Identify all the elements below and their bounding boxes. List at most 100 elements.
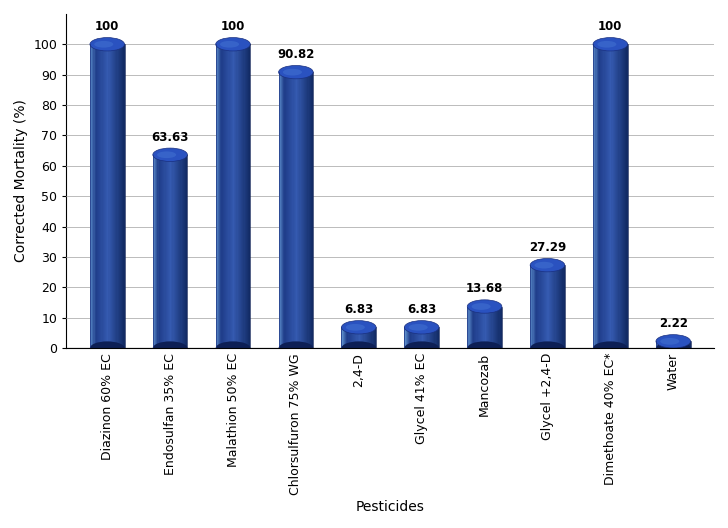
Bar [546,265,547,348]
Bar [97,44,98,348]
Bar [425,327,427,348]
Bar [672,341,673,348]
Bar [373,327,375,348]
Bar [177,155,178,348]
Bar [471,307,472,348]
Bar [123,44,124,348]
Bar [560,265,561,348]
Bar [552,265,553,348]
Bar [485,307,486,348]
Bar [673,341,674,348]
Bar [413,327,414,348]
Bar [307,72,309,348]
Bar [478,307,479,348]
Bar [540,265,542,348]
Bar [493,307,494,348]
Bar [186,155,187,348]
Bar [282,72,283,348]
Bar [479,307,480,348]
Bar [550,265,551,348]
Bar [371,327,373,348]
Bar [290,72,291,348]
Bar [404,327,405,348]
Text: 2.22: 2.22 [659,317,688,330]
Bar [554,265,555,348]
Bar [664,341,665,348]
Bar [92,44,93,348]
Bar [613,44,614,348]
Bar [470,307,471,348]
Bar [112,44,113,348]
Bar [431,327,432,348]
Bar [103,44,104,348]
Ellipse shape [598,41,617,48]
Bar [473,307,474,348]
Bar [301,72,303,348]
Bar [311,72,312,348]
Bar [663,341,664,348]
Bar [497,307,499,348]
Ellipse shape [530,259,565,272]
Bar [178,155,179,348]
Bar [104,44,105,348]
Bar [676,341,677,348]
Bar [429,327,430,348]
Bar [279,72,280,348]
Bar [185,155,186,348]
Text: 6.83: 6.83 [407,303,436,316]
Bar [689,341,691,348]
Bar [467,307,468,348]
Bar [432,327,433,348]
Bar [411,327,413,348]
Bar [486,307,487,348]
Bar [247,44,248,348]
Bar [221,44,223,348]
Bar [114,44,115,348]
Bar [418,327,419,348]
Bar [618,44,620,348]
Ellipse shape [404,320,439,334]
Bar [437,327,438,348]
Ellipse shape [153,342,187,355]
Bar [414,327,415,348]
Bar [530,265,531,348]
Bar [245,44,247,348]
Bar [658,341,660,348]
Bar [165,155,167,348]
Bar [624,44,625,348]
Bar [489,307,491,348]
Bar [98,44,99,348]
Bar [111,44,112,348]
Bar [239,44,240,348]
Bar [593,44,594,348]
Bar [153,155,154,348]
Bar [532,265,534,348]
Bar [614,44,615,348]
Bar [682,341,684,348]
Bar [368,327,369,348]
Text: 63.63: 63.63 [151,130,189,144]
Bar [488,307,489,348]
Bar [367,327,368,348]
Bar [620,44,621,348]
Bar [481,307,482,348]
Bar [281,72,282,348]
Bar [423,327,424,348]
Bar [555,265,557,348]
Ellipse shape [220,41,239,48]
Bar [600,44,601,348]
Bar [598,44,599,348]
Bar [674,341,676,348]
Bar [617,44,618,348]
Bar [293,72,295,348]
Bar [539,265,540,348]
Bar [553,265,554,348]
Bar [547,265,549,348]
Bar [297,72,298,348]
Bar [687,341,688,348]
Bar [666,341,668,348]
Bar [121,44,122,348]
Bar [424,327,425,348]
Bar [312,72,313,348]
Bar [625,44,627,348]
